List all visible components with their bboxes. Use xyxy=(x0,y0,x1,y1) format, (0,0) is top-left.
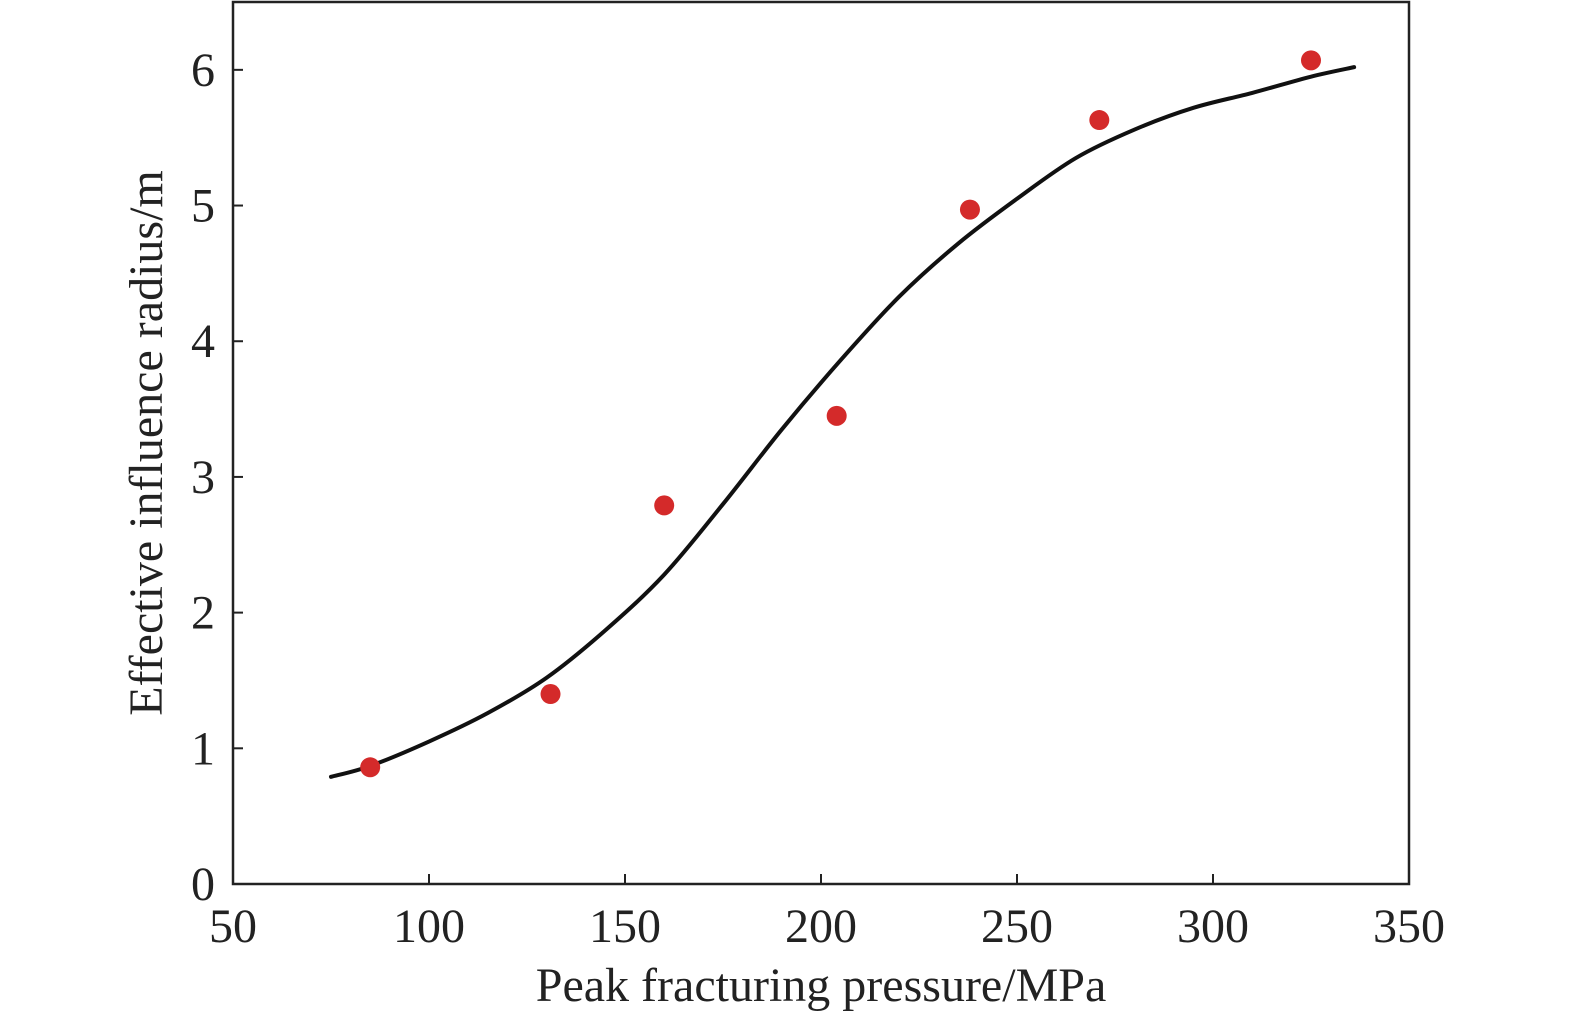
data-point xyxy=(654,495,675,516)
y-tick-label: 4 xyxy=(191,315,215,368)
y-axis-ticks: 0 1 2 3 4 5 6 xyxy=(191,44,243,911)
data-point xyxy=(540,684,561,705)
y-tick-label: 1 xyxy=(191,722,215,775)
y-axis-title: Effective influence radius/m xyxy=(120,170,173,716)
x-tick-label: 350 xyxy=(1373,900,1445,953)
x-tick-label: 300 xyxy=(1177,900,1249,953)
data-point xyxy=(1301,50,1321,71)
x-tick-label: 150 xyxy=(589,900,661,953)
y-tick-label: 5 xyxy=(191,180,215,233)
y-tick-label: 3 xyxy=(191,451,215,504)
data-point xyxy=(1089,110,1110,131)
x-tick-label: 250 xyxy=(981,900,1053,953)
x-tick-label: 100 xyxy=(393,900,465,953)
x-axis-ticks: 50 100 150 200 250 300 350 xyxy=(209,874,1445,953)
fit-curve xyxy=(329,65,1357,779)
y-tick-label: 2 xyxy=(191,587,215,640)
data-point xyxy=(826,405,847,426)
x-tick-label: 200 xyxy=(785,900,857,953)
data-point xyxy=(360,757,381,778)
x-axis-title: Peak fracturing pressure/MPa xyxy=(536,959,1107,1012)
y-tick-label: 6 xyxy=(191,44,215,97)
scatter-points xyxy=(360,50,1321,778)
x-tick-label: 50 xyxy=(209,900,257,953)
y-tick-label: 0 xyxy=(191,858,215,911)
data-point xyxy=(959,199,980,220)
